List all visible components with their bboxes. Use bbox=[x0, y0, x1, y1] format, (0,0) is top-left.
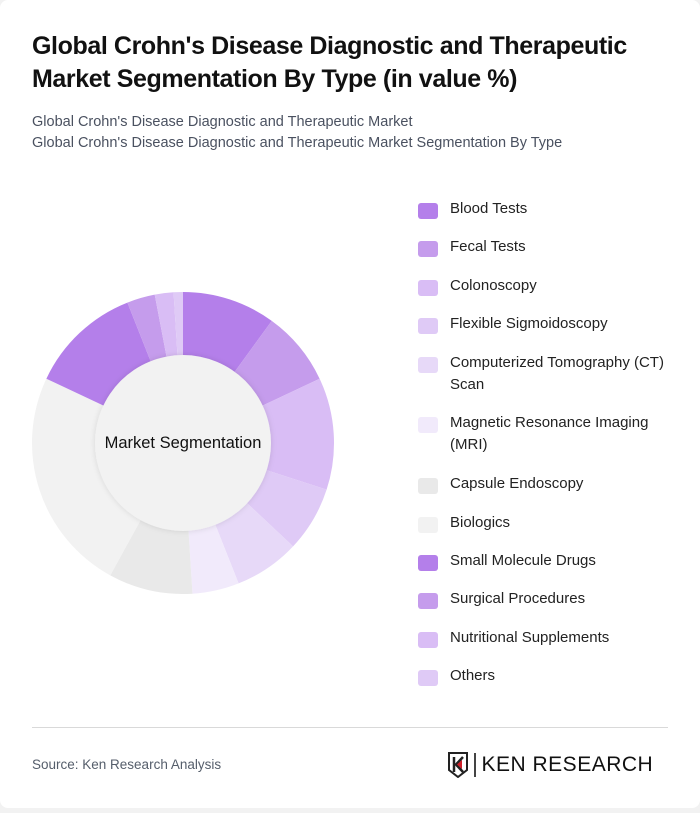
legend-swatch bbox=[418, 555, 438, 571]
legend-label: Colonoscopy bbox=[450, 277, 537, 294]
ken-logo-icon bbox=[448, 752, 468, 778]
legend-label: Nutritional Supplements bbox=[450, 629, 610, 646]
legend-item[interactable]: Fecal Tests bbox=[418, 236, 678, 258]
legend-swatch bbox=[418, 517, 438, 533]
legend-label: Flexible Sigmoidoscopy bbox=[450, 315, 608, 332]
chart-subtitle: Global Crohn's Disease Diagnostic and Th… bbox=[32, 112, 672, 154]
legend-label: Magnetic Resonance Imaging (MRI) bbox=[450, 414, 649, 453]
legend-swatch bbox=[418, 593, 438, 609]
legend-item[interactable]: Nutritional Supplements bbox=[418, 627, 678, 649]
legend-item[interactable]: Flexible Sigmoidoscopy bbox=[418, 313, 678, 335]
legend-item[interactable]: Capsule Endoscopy bbox=[418, 473, 678, 495]
legend-item[interactable]: Magnetic Resonance Imaging (MRI) bbox=[418, 412, 678, 456]
legend-swatch bbox=[418, 670, 438, 686]
legend-swatch bbox=[418, 241, 438, 257]
donut-hole bbox=[95, 355, 271, 531]
legend-label: Fecal Tests bbox=[450, 238, 526, 255]
legend-label: Others bbox=[450, 667, 496, 684]
legend-swatch bbox=[418, 318, 438, 334]
logo-separator bbox=[474, 753, 476, 777]
legend-swatch bbox=[418, 280, 438, 296]
legend-swatch bbox=[418, 632, 438, 648]
legend-label: Surgical Procedures bbox=[450, 590, 586, 607]
legend-item[interactable]: Colonoscopy bbox=[418, 275, 678, 297]
ken-research-logo: KEN RESEARCH bbox=[447, 750, 653, 780]
legend-item[interactable]: Others bbox=[418, 665, 678, 687]
legend-swatch bbox=[418, 417, 438, 433]
legend-item[interactable]: Biologics bbox=[418, 512, 678, 534]
legend-label: Small Molecule Drugs bbox=[450, 552, 596, 569]
footer-divider bbox=[32, 727, 668, 728]
source-text: Source: Ken Research Analysis bbox=[32, 757, 222, 772]
subtitle-line-2: Global Crohn's Disease Diagnostic and Th… bbox=[32, 135, 563, 151]
legend-item[interactable]: Blood Tests bbox=[418, 198, 678, 220]
legend-swatch bbox=[418, 203, 438, 219]
legend-item[interactable]: Surgical Procedures bbox=[418, 588, 678, 610]
legend-label: Biologics bbox=[450, 514, 511, 531]
logo-text: KEN RESEARCH bbox=[481, 753, 654, 776]
legend-item[interactable]: Computerized Tomography (CT) Scan bbox=[418, 352, 678, 396]
legend-item[interactable]: Small Molecule Drugs bbox=[418, 550, 678, 572]
legend-swatch bbox=[418, 357, 438, 373]
legend-label: Capsule Endoscopy bbox=[450, 475, 584, 492]
chart-title: Global Crohn's Disease Diagnostic and Th… bbox=[32, 32, 627, 93]
legend-label: Computerized Tomography (CT) Scan bbox=[450, 354, 664, 393]
subtitle-line-1: Global Crohn's Disease Diagnostic and Th… bbox=[32, 114, 413, 130]
legend-label: Blood Tests bbox=[450, 200, 528, 217]
legend-swatch bbox=[418, 478, 438, 494]
